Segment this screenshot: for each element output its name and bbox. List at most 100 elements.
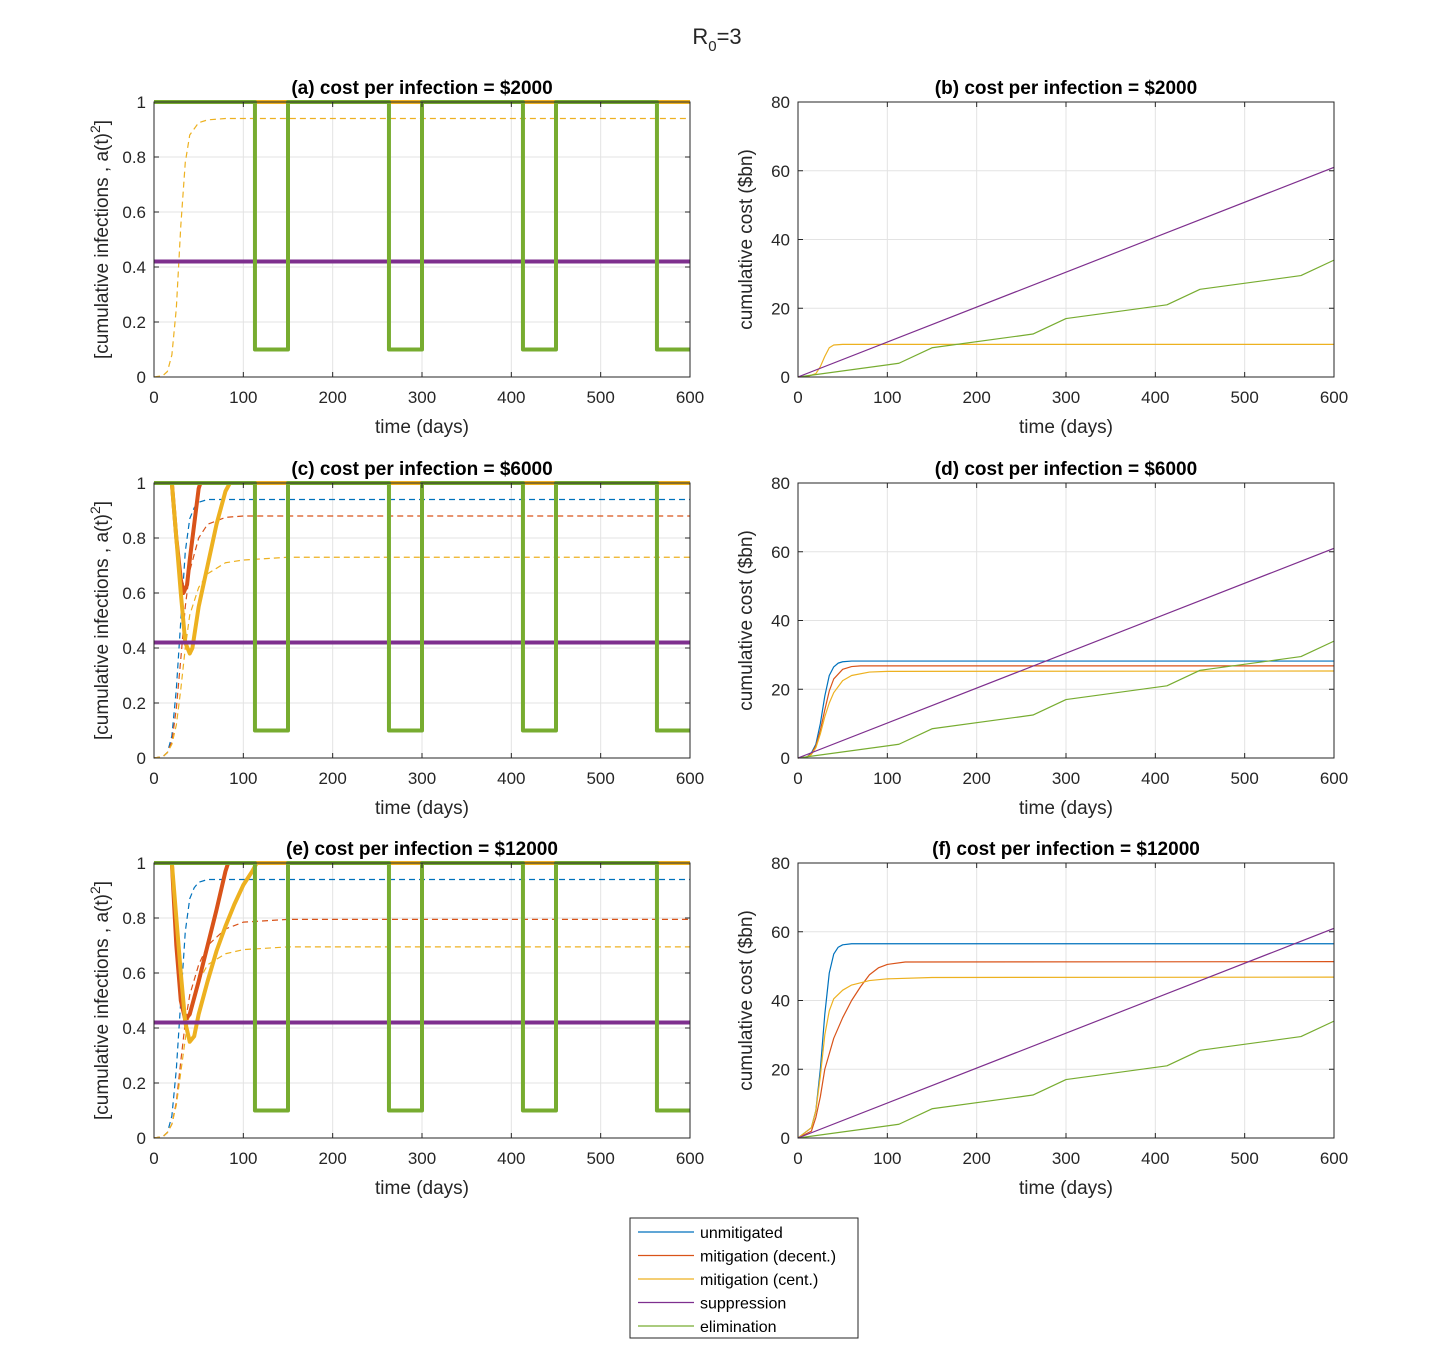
x-tick-label: 600 (676, 1149, 704, 1168)
y-tick-label: 20 (771, 1060, 790, 1079)
x-tick-label: 300 (1052, 1149, 1080, 1168)
x-tick-label: 100 (229, 769, 257, 788)
x-tick-label: 0 (149, 388, 158, 407)
series-suppression-solid (798, 547, 1334, 759)
x-axis-label-f: time (days) (1019, 1178, 1113, 1199)
y-tick-label: 40 (771, 612, 790, 631)
panel-title-c: (c) cost per infection = $6000 (291, 459, 552, 480)
y-tick-label: 0 (781, 749, 790, 768)
y-axis-label-end: ] (92, 881, 113, 886)
y-axis-label-text: [cumulative infections , a(t) (92, 133, 113, 359)
x-axis-label-b: time (days) (1019, 417, 1113, 438)
x-tick-label: 200 (962, 388, 990, 407)
x-tick-label: 400 (1141, 1149, 1169, 1168)
y-tick-label: 80 (771, 474, 790, 493)
y-axis-label-d: cumulative cost ($bn) (736, 530, 757, 711)
y-tick-label: 0.2 (122, 313, 146, 332)
x-tick-label: 100 (873, 769, 901, 788)
y-axis-label-superscript: 2 (87, 886, 103, 894)
series-group-f (798, 927, 1334, 1139)
x-axis-label-c: time (days) (375, 798, 469, 819)
x-tick-label: 400 (497, 388, 525, 407)
x-tick-label: 0 (793, 388, 802, 407)
panel-title-d: (d) cost per infection = $6000 (935, 459, 1197, 480)
x-tick-label: 200 (318, 1149, 346, 1168)
panel-title-e: (e) cost per infection = $12000 (286, 839, 558, 860)
panel-title-b: (b) cost per infection = $2000 (935, 78, 1197, 99)
x-tick-label: 300 (408, 1149, 436, 1168)
y-tick-label: 80 (771, 854, 790, 873)
y-tick-label: 1 (137, 854, 146, 873)
y-tick-label: 0.8 (122, 909, 146, 928)
y-tick-label: 0.6 (122, 584, 146, 603)
y-axis-label-f: cumulative cost ($bn) (736, 910, 757, 1091)
y-tick-label: 0.2 (122, 1074, 146, 1093)
x-tick-label: 100 (229, 1149, 257, 1168)
x-tick-label: 300 (1052, 388, 1080, 407)
y-tick-label: 40 (771, 231, 790, 250)
y-axis-label-text: cumulative cost ($bn) (736, 149, 757, 330)
series-mitigation_cent-solid (169, 481, 690, 656)
x-tick-label: 400 (1141, 388, 1169, 407)
x-tick-label: 0 (149, 1149, 158, 1168)
legend-label-unmitigated: unmitigated (700, 1225, 783, 1242)
y-axis-label-text: cumulative cost ($bn) (736, 910, 757, 1091)
y-tick-label: 0.4 (122, 258, 146, 277)
x-tick-label: 200 (962, 1149, 990, 1168)
y-tick-label: 20 (771, 680, 790, 699)
y-tick-label: 60 (771, 923, 790, 942)
y-tick-label: 0.4 (122, 1019, 146, 1038)
panel-e: 0 100 200 300 400 500 600 0 0.2 0.4 0.6 0.8 1 (e) cos… (87, 839, 704, 1199)
y-axis-label-text: [cumulative infections , a(t) (92, 894, 113, 1120)
series-mitigation_cent-solid (169, 861, 690, 1044)
y-tick-label: 0 (781, 1129, 790, 1148)
legend-label-mitigation_cent: mitigation (cent.) (700, 1272, 818, 1289)
series-mitigation_cent-solid (798, 670, 1334, 759)
legend-label-elimination: elimination (700, 1319, 776, 1336)
x-tick-label: 500 (1230, 388, 1258, 407)
y-axis-label-superscript: 2 (87, 506, 103, 514)
x-tick-label: 600 (1320, 1149, 1348, 1168)
y-axis-label-text: cumulative cost ($bn) (736, 530, 757, 711)
legend-box (629, 1217, 859, 1339)
x-tick-label: 500 (1230, 769, 1258, 788)
y-axis-label-end: ] (92, 120, 113, 125)
y-axis-label-c: [cumulative infections , a(t)2] (87, 501, 113, 740)
y-axis-label-a: [cumulative infections , a(t)2] (87, 120, 113, 359)
figure-suptitle: R0=3 (692, 24, 741, 55)
y-tick-label: 0.6 (122, 964, 146, 983)
y-tick-label: 0.4 (122, 639, 146, 658)
x-tick-label: 200 (318, 769, 346, 788)
legend-label-suppression: suppression (700, 1296, 786, 1313)
y-axis-label-e: [cumulative infections , a(t)2] (87, 881, 113, 1120)
x-tick-label: 300 (408, 388, 436, 407)
y-tick-label: 20 (771, 299, 790, 318)
x-tick-label: 300 (408, 769, 436, 788)
x-axis-label-a: time (days) (375, 417, 469, 438)
x-tick-label: 400 (497, 1149, 525, 1168)
y-tick-label: 1 (137, 93, 146, 112)
x-tick-label: 100 (873, 388, 901, 407)
x-tick-label: 100 (229, 388, 257, 407)
y-axis-label-text: [cumulative infections , a(t) (92, 514, 113, 740)
y-tick-label: 40 (771, 992, 790, 1011)
series-suppression-solid (798, 927, 1334, 1139)
y-tick-label: 0 (137, 368, 146, 387)
panel-c: 0 100 200 300 400 500 600 0 0.2 0.4 0.6 0.8 1 (c) cos… (87, 459, 704, 819)
y-tick-label: 60 (771, 543, 790, 562)
y-tick-label: 0.6 (122, 203, 146, 222)
y-tick-label: 0.8 (122, 529, 146, 548)
suptitle-rest: =3 (717, 24, 742, 49)
series-mitigation_cent-solid (798, 976, 1334, 1139)
x-tick-label: 0 (793, 1149, 802, 1168)
panel-b: 0 100 200 300 400 500 600 0 20 40 60 80 (b) cost per… (736, 78, 1348, 438)
x-tick-label: 500 (586, 1149, 614, 1168)
x-tick-label: 500 (586, 769, 614, 788)
x-tick-label: 200 (318, 388, 346, 407)
x-tick-label: 600 (1320, 388, 1348, 407)
series-group-d (798, 547, 1334, 759)
x-axis-label-e: time (days) (375, 1178, 469, 1199)
series-group-b (798, 166, 1334, 378)
y-tick-label: 60 (771, 162, 790, 181)
